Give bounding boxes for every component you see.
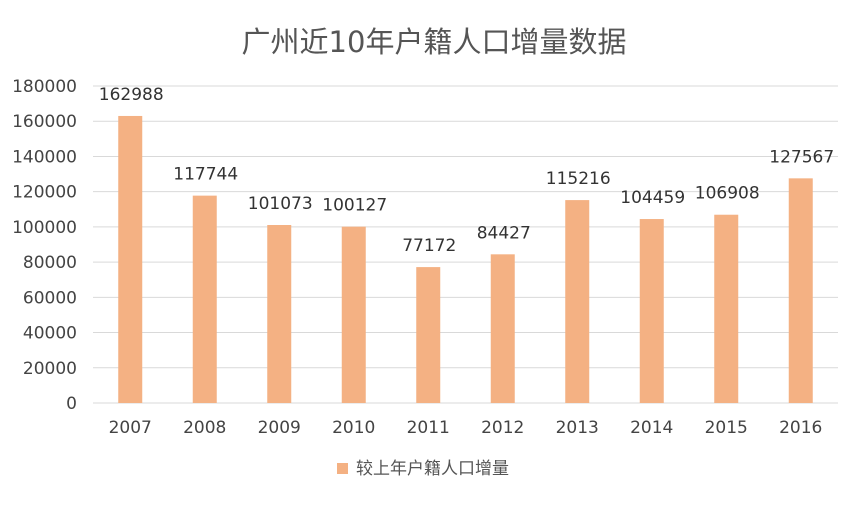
bar: [416, 267, 441, 403]
y-tick-label: 40000: [23, 324, 77, 344]
bar: [341, 226, 366, 403]
x-tick-label: 2014: [630, 418, 673, 438]
bar: [788, 178, 813, 403]
x-tick-label: 2007: [109, 418, 152, 438]
y-tick-label: 120000: [12, 183, 77, 203]
x-tick-label: 2016: [779, 418, 822, 438]
x-tick-label: 2013: [556, 418, 599, 438]
bar: [267, 224, 292, 403]
chart-title: 广州近10年户籍人口增量数据: [242, 25, 627, 59]
bars: [118, 115, 813, 403]
data-labels: 162988 117744 101073 100127 77172 84427 115216…: [99, 85, 834, 256]
data-label: 104459: [620, 188, 685, 208]
bar: [565, 200, 590, 403]
bar: [490, 254, 515, 403]
bar: [118, 115, 143, 403]
y-tick-label: 140000: [12, 147, 77, 167]
y-tick-label: 20000: [23, 359, 77, 379]
x-tick-label: 2009: [258, 418, 301, 438]
data-label: 100127: [322, 196, 387, 216]
x-axis-tick-labels: 2007 2008 2009 2010 2011 2012 2013 2014 2015 2016: [109, 418, 823, 438]
bar: [639, 219, 664, 403]
x-tick-label: 2010: [332, 418, 375, 438]
y-tick-label: 80000: [23, 253, 77, 273]
y-tick-label: 0: [66, 394, 77, 414]
bar: [192, 195, 217, 403]
bar: [714, 214, 739, 403]
data-label: 77172: [402, 236, 456, 256]
y-tick-label: 160000: [12, 112, 77, 132]
data-label: 117744: [173, 165, 238, 185]
data-label: 106908: [695, 184, 760, 204]
y-tick-label: 100000: [12, 218, 77, 238]
x-tick-label: 2011: [407, 418, 450, 438]
y-axis-tick-labels: 0 20000 40000 60000 80000 100000 120000 140000 1…: [12, 77, 77, 414]
y-tick-label: 180000: [12, 77, 77, 97]
data-label: 127567: [769, 147, 834, 167]
legend-label: 较上年户籍人口增量: [356, 459, 509, 479]
data-label: 101073: [248, 194, 313, 214]
data-label: 115216: [546, 169, 611, 189]
legend-swatch: [337, 463, 348, 474]
x-tick-label: 2012: [481, 418, 524, 438]
x-tick-label: 2015: [705, 418, 748, 438]
gridlines: [93, 85, 838, 404]
x-tick-label: 2008: [183, 418, 226, 438]
data-label: 162988: [99, 85, 164, 105]
data-label: 84427: [477, 223, 531, 243]
y-tick-label: 60000: [23, 288, 77, 308]
legend: 较上年户籍人口增量: [337, 459, 509, 479]
